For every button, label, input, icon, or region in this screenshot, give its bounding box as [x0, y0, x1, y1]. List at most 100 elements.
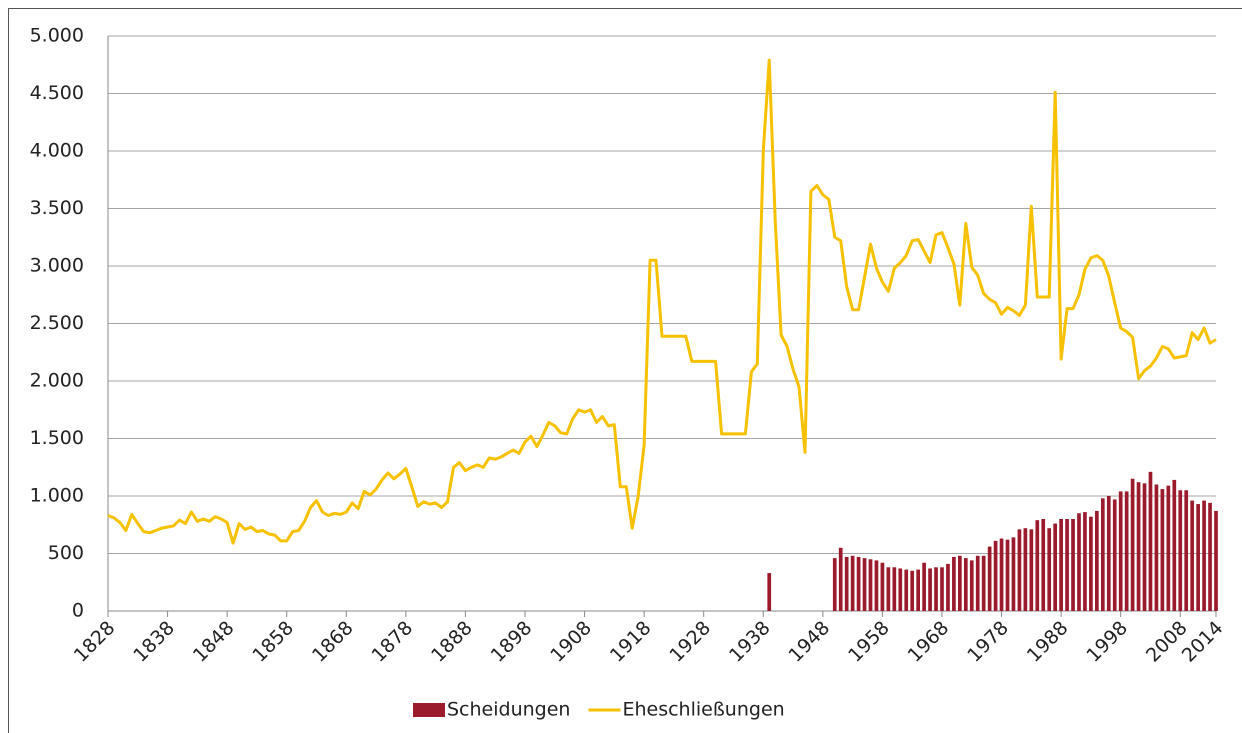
bar [1118, 491, 1123, 611]
y-tick-label: 2.000 [30, 370, 84, 392]
legend-swatch [413, 703, 445, 717]
bar [993, 540, 998, 611]
bar [1041, 519, 1046, 611]
x-tick-label: 1848 [189, 617, 239, 667]
bar [1130, 478, 1135, 611]
y-tick-label: 500 [48, 542, 84, 564]
bar [999, 538, 1004, 611]
bar [1154, 484, 1159, 611]
x-tick-label: 2014 [1178, 617, 1228, 667]
bar [1083, 512, 1087, 611]
bar [1124, 491, 1129, 611]
x-tick-label: 1998 [1082, 617, 1132, 667]
x-tick-label: 1978 [963, 617, 1013, 667]
bar [963, 558, 968, 611]
x-tick-label: 1828 [70, 617, 120, 667]
bar [856, 556, 861, 611]
bar [1202, 500, 1206, 611]
bar [934, 567, 938, 611]
y-tick-label: 0 [72, 600, 84, 622]
x-tick-label: 1868 [308, 617, 358, 667]
bar [922, 562, 926, 611]
y-tick-label: 4.500 [30, 82, 84, 104]
bar [1106, 496, 1111, 611]
bar [1148, 471, 1153, 611]
bar [940, 567, 944, 611]
bar [886, 567, 891, 611]
x-tick-label: 1898 [487, 617, 537, 667]
bar [958, 555, 962, 611]
bar [1071, 519, 1075, 611]
bar [946, 563, 950, 611]
legend-label: Eheschließungen [622, 699, 784, 721]
x-tick-label: 2008 [1142, 617, 1192, 667]
bar [1172, 479, 1177, 611]
bar [832, 558, 837, 611]
y-tick-label: 1.500 [30, 427, 84, 449]
bar [969, 560, 974, 611]
y-tick-label: 1.000 [30, 485, 84, 507]
x-tick-label: 1948 [785, 617, 835, 667]
bar [1178, 490, 1183, 611]
x-tick-label: 1938 [725, 617, 775, 667]
x-tick-label: 1888 [427, 617, 477, 667]
legend-label: Scheidungen [447, 699, 570, 721]
x-tick-label: 1968 [904, 617, 954, 667]
bar [862, 558, 867, 611]
bar [952, 556, 956, 611]
bar [880, 562, 885, 611]
bar [1184, 490, 1189, 611]
bar [1005, 539, 1010, 611]
bar [910, 570, 915, 611]
y-tick-label: 3.000 [30, 255, 84, 277]
bar [981, 555, 986, 611]
bar [1017, 529, 1022, 611]
bar [838, 547, 843, 611]
x-tick-label: 1988 [1023, 617, 1073, 667]
bar [898, 568, 903, 611]
y-tick-label: 4.000 [30, 140, 84, 162]
bar [892, 567, 897, 611]
bar [1095, 510, 1099, 611]
bar [1136, 482, 1141, 611]
bar [1011, 537, 1016, 611]
bar [1065, 519, 1069, 611]
x-tick-label: 1838 [129, 617, 179, 667]
bar [850, 555, 855, 611]
bar [975, 555, 980, 611]
bar [1190, 500, 1195, 611]
bar [1160, 489, 1165, 611]
bar [904, 569, 909, 611]
x-tick-label: 1878 [368, 617, 418, 667]
x-tick-label: 1928 [665, 617, 715, 667]
bar [868, 559, 873, 611]
bar [1053, 523, 1058, 611]
bar [928, 568, 932, 611]
bar [1035, 520, 1040, 611]
bar [767, 573, 772, 611]
bar [874, 560, 879, 611]
line [107, 58, 1217, 545]
chart-frame [8, 8, 1242, 733]
y-tick-label: 5.000 [30, 25, 84, 47]
bar [1142, 483, 1147, 611]
y-tick-label: 2.500 [30, 312, 84, 334]
bar [1023, 528, 1028, 611]
y-tick-label: 3.500 [30, 197, 84, 219]
x-tick-label: 1858 [248, 617, 298, 667]
bar [1059, 519, 1063, 611]
x-tick-label: 1908 [546, 617, 596, 667]
x-tick-label: 1958 [844, 617, 894, 667]
bar [1100, 498, 1105, 611]
bar [1214, 510, 1218, 611]
bar [916, 569, 920, 611]
bar [987, 546, 992, 611]
bar [1166, 485, 1171, 611]
bar [1196, 504, 1200, 611]
bar [1208, 502, 1212, 611]
bar [1112, 499, 1117, 611]
bar [1077, 513, 1081, 611]
bar [844, 556, 849, 611]
bar [1089, 516, 1093, 611]
